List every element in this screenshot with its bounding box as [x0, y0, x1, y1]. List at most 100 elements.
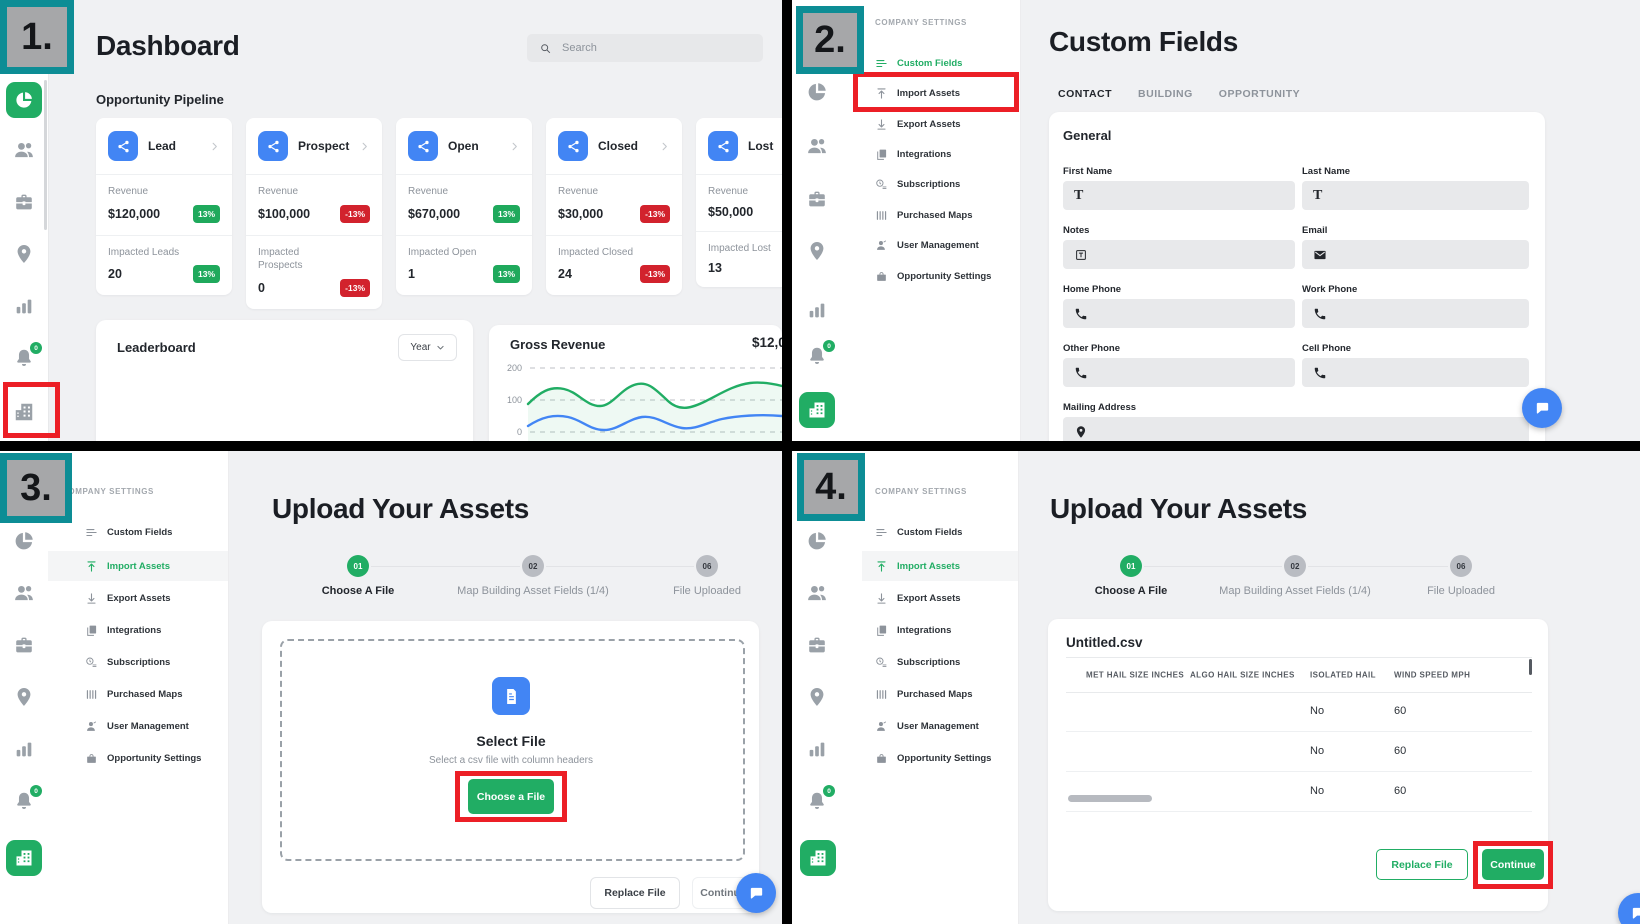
- company-settings-building-icon[interactable]: [6, 840, 42, 876]
- menu-item-export-assets[interactable]: Export Assets: [875, 585, 961, 611]
- field-first-name[interactable]: T: [1063, 181, 1295, 210]
- share-icon[interactable]: [558, 131, 588, 161]
- notifications-bell-icon[interactable]: 0: [806, 340, 835, 367]
- year-range-dropdown[interactable]: Year: [398, 334, 457, 361]
- menu-item-purchased-maps[interactable]: Purchased Maps: [875, 202, 973, 228]
- table-horizontal-scrollbar[interactable]: [1068, 795, 1152, 802]
- menu-item-user-management[interactable]: User Management: [85, 713, 189, 739]
- barcode-icon: [875, 688, 888, 701]
- analytics-bars-icon[interactable]: [806, 738, 828, 760]
- menu-item-opportunity-settings[interactable]: Opportunity Settings: [875, 263, 991, 289]
- location-pin-icon[interactable]: [13, 686, 35, 708]
- field-cell-phone[interactable]: [1302, 358, 1529, 387]
- search-icon: [539, 42, 552, 55]
- chevron-right-icon[interactable]: [509, 141, 520, 152]
- field-mailing-address[interactable]: [1063, 417, 1529, 441]
- share-icon[interactable]: [108, 131, 138, 161]
- menu-item-opportunity-settings[interactable]: Opportunity Settings: [875, 745, 991, 771]
- chat-bubble-button[interactable]: [1522, 388, 1562, 428]
- company-settings-building-icon[interactable]: [800, 840, 836, 876]
- field-label: First Name: [1063, 166, 1113, 177]
- notifications-bell-icon[interactable]: 0: [806, 785, 835, 812]
- menu-item-user-management[interactable]: User Management: [875, 232, 979, 258]
- search-input[interactable]: [560, 41, 751, 55]
- rail-scrollbar[interactable]: [44, 80, 47, 230]
- pipeline-card-lead: Lead Revenue $120,000 13% Impacted Leads…: [96, 118, 232, 295]
- search-box[interactable]: [527, 34, 763, 62]
- menu-item-opportunity-settings[interactable]: Opportunity Settings: [85, 745, 201, 771]
- custom-fields-tabs: CONTACT BUILDING OPPORTUNITY: [1058, 88, 1300, 100]
- tab-building[interactable]: BUILDING: [1138, 88, 1193, 100]
- notifications-bell-icon[interactable]: 0: [13, 785, 42, 812]
- menu-item-custom-fields[interactable]: Custom Fields: [85, 519, 172, 545]
- dashboard-pie-icon[interactable]: [13, 530, 35, 552]
- share-icon[interactable]: [258, 131, 288, 161]
- menu-item-import-assets[interactable]: Import Assets: [875, 553, 960, 579]
- briefcase-icon[interactable]: [806, 188, 828, 210]
- impacted-label: Impacted Prospects: [258, 246, 303, 272]
- company-settings-building-icon[interactable]: [799, 392, 835, 428]
- chevron-right-icon[interactable]: [209, 141, 220, 152]
- analytics-bars-icon[interactable]: [13, 295, 35, 317]
- share-icon[interactable]: [408, 131, 438, 161]
- menu-item-subscriptions[interactable]: Subscriptions: [875, 649, 960, 675]
- menu-item-export-assets[interactable]: Export Assets: [85, 585, 171, 611]
- briefcase-icon[interactable]: [806, 634, 828, 656]
- filter-lines-icon: [875, 526, 888, 539]
- menu-item-export-assets[interactable]: Export Assets: [875, 111, 961, 137]
- active-menu-strip: [862, 551, 1018, 581]
- menu-item-user-management[interactable]: User Management: [875, 713, 979, 739]
- chevron-right-icon[interactable]: [359, 141, 370, 152]
- field-label: Last Name: [1302, 166, 1351, 177]
- chat-bubble-button[interactable]: [1618, 893, 1640, 924]
- column-header: ALGO HAIL SIZE INCHES: [1190, 670, 1295, 680]
- dashboard-pie-icon[interactable]: [6, 82, 42, 118]
- menu-item-purchased-maps[interactable]: Purchased Maps: [875, 681, 973, 707]
- dashboard-pie-icon[interactable]: [806, 530, 828, 552]
- field-email[interactable]: [1302, 240, 1529, 269]
- field-other-phone[interactable]: [1063, 358, 1295, 387]
- location-pin-icon[interactable]: [13, 243, 35, 265]
- file-dropzone[interactable]: [280, 639, 745, 861]
- contacts-icon[interactable]: [13, 582, 35, 604]
- revenue-value: $100,000: [258, 206, 311, 221]
- tab-contact[interactable]: CONTACT: [1058, 88, 1113, 100]
- briefcase-icon[interactable]: [13, 191, 35, 213]
- menu-item-integrations[interactable]: Integrations: [875, 141, 951, 167]
- briefcase-icon[interactable]: [13, 634, 35, 656]
- tab-opportunity[interactable]: OPPORTUNITY: [1218, 88, 1301, 100]
- menu-item-import-assets[interactable]: Import Assets: [875, 80, 960, 106]
- menu-item-import-assets[interactable]: Import Assets: [85, 553, 170, 579]
- contacts-icon[interactable]: [806, 135, 828, 157]
- replace-file-button[interactable]: Replace File: [1376, 849, 1468, 880]
- chat-bubble-button[interactable]: [736, 873, 776, 913]
- menu-item-integrations[interactable]: Integrations: [875, 617, 951, 643]
- menu-item-subscriptions[interactable]: Subscriptions: [875, 171, 960, 197]
- notifications-bell-icon[interactable]: 0: [13, 342, 42, 369]
- location-pin-icon[interactable]: [806, 686, 828, 708]
- field-home-phone[interactable]: [1063, 299, 1295, 328]
- analytics-bars-icon[interactable]: [13, 738, 35, 760]
- analytics-bars-icon[interactable]: [806, 299, 828, 321]
- menu-item-purchased-maps[interactable]: Purchased Maps: [85, 681, 183, 707]
- replace-file-button[interactable]: Replace File: [590, 877, 680, 909]
- dashboard-pie-icon[interactable]: [806, 81, 828, 103]
- continue-button[interactable]: Continue: [1482, 849, 1544, 880]
- menu-item-custom-fields[interactable]: Custom Fields: [875, 519, 962, 545]
- annotation-step-number: 3.: [0, 453, 72, 523]
- chevron-right-icon[interactable]: [659, 141, 670, 152]
- table-vertical-scrollbar[interactable]: [1529, 659, 1532, 675]
- contacts-icon[interactable]: [13, 139, 35, 161]
- field-notes[interactable]: [1063, 240, 1295, 269]
- field-work-phone[interactable]: [1302, 299, 1529, 328]
- menu-item-subscriptions[interactable]: Subscriptions: [85, 649, 170, 675]
- share-icon[interactable]: [708, 131, 738, 161]
- field-last-name[interactable]: T: [1302, 181, 1529, 210]
- choose-file-button[interactable]: Choose a File: [468, 779, 554, 814]
- pipeline-card-prospect: Prospect Revenue $100,000 -13% Impacted …: [246, 118, 382, 309]
- menu-item-custom-fields[interactable]: Custom Fields: [875, 50, 962, 76]
- contacts-icon[interactable]: [806, 582, 828, 604]
- stage-name: Open: [448, 139, 479, 153]
- location-pin-icon[interactable]: [806, 240, 828, 262]
- menu-item-integrations[interactable]: Integrations: [85, 617, 161, 643]
